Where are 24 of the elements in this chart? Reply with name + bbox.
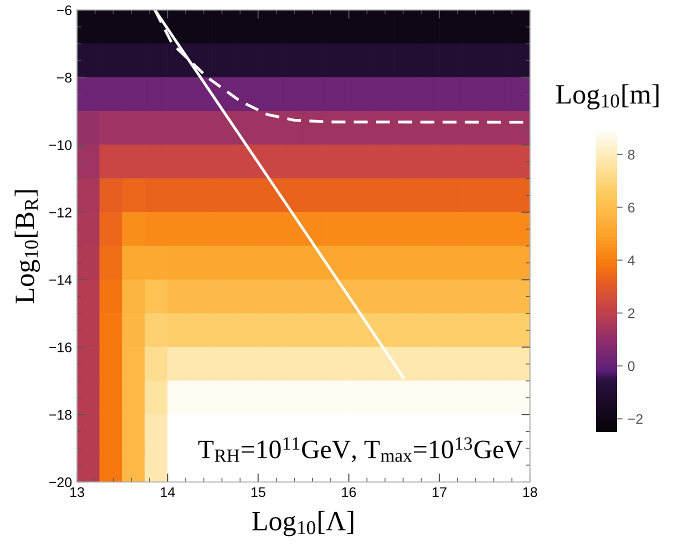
color-bar-label: 8 — [628, 150, 635, 160]
color-bar-title: Log$_{10}$[m] — [556, 84, 658, 110]
color-bar-label: −2 — [628, 414, 643, 424]
x-tick-label: 17 — [432, 487, 446, 497]
y-tick-label: −16 — [49, 342, 72, 352]
y-tick-label: −10 — [49, 140, 72, 150]
x-tick-label: 14 — [160, 487, 175, 497]
y-tick-label: −20 — [49, 477, 72, 488]
y-axis-title: Log$_{10}$[B$_{R}$] — [14, 190, 40, 304]
x-tick-label: 13 — [70, 487, 84, 498]
color-bar-label: 2 — [628, 308, 634, 318]
x-tick-label: 18 — [523, 487, 538, 498]
y-tick-label: −6 — [56, 5, 72, 16]
y-tick-label: −14 — [49, 275, 72, 285]
x-tick-label: 16 — [342, 487, 356, 498]
x-tick-label: 15 — [252, 487, 266, 498]
text: T$_{RH}$=10$^{11}$GeV, T$_{max}$=10$^{13}$GeV — [198, 437, 523, 462]
color-bar-label: 0 — [628, 361, 635, 372]
y-tick-label: −12 — [49, 208, 72, 218]
y-tick-label: −8 — [56, 72, 72, 83]
color-bar-label: 4 — [628, 256, 635, 266]
y-tick-label: −18 — [49, 410, 72, 420]
color-bar-label: 6 — [628, 202, 635, 212]
x-axis-title: Log$_{10}$[Λ] — [252, 510, 354, 536]
